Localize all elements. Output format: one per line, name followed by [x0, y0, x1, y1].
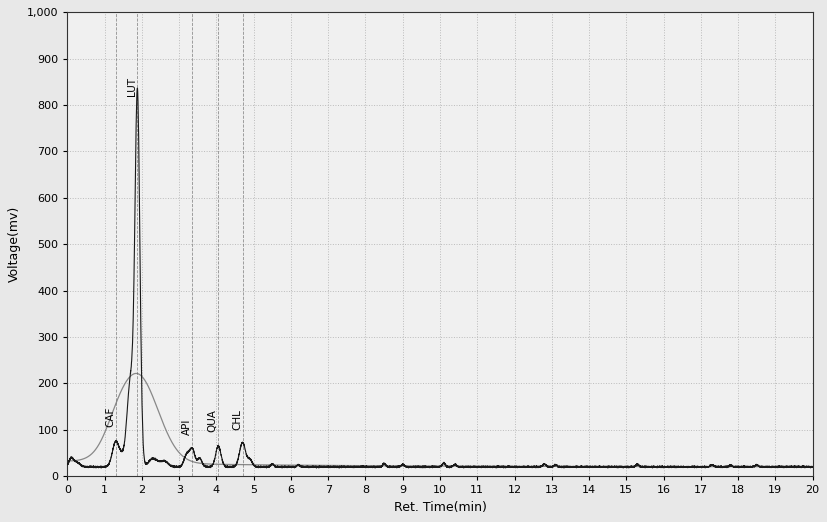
Text: API: API	[181, 419, 191, 435]
Text: LUT: LUT	[127, 77, 136, 96]
X-axis label: Ret. Time(min): Ret. Time(min)	[393, 501, 485, 514]
Text: CAF: CAF	[105, 407, 115, 428]
Text: QUA: QUA	[208, 409, 218, 432]
Text: CHL: CHL	[232, 409, 241, 430]
Y-axis label: Voltage(mv): Voltage(mv)	[8, 206, 22, 282]
